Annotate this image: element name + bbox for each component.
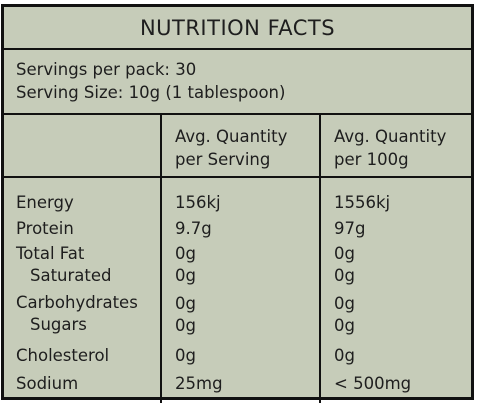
row-label-saturated: Saturated (30, 266, 112, 285)
row-serving-total-fat: 0g (175, 244, 196, 263)
nutrition-title: NUTRITION FACTS (139, 16, 336, 40)
row-label-carbohydrates: Carbohydrates (16, 293, 138, 312)
header-divider (4, 176, 471, 178)
row-serving-cholesterol: 0g (175, 346, 196, 365)
row-label-sodium: Sodium (16, 374, 79, 393)
row-serving-sodium: 25mg (175, 374, 223, 393)
row-serving-sugars: 0g (175, 316, 196, 335)
row-100g-energy: 1556kj (334, 193, 391, 212)
row-100g-saturated: 0g (334, 266, 355, 285)
row-label-cholesterol: Cholesterol (16, 346, 110, 365)
title-divider (4, 48, 474, 50)
nutrition-facts-panel: NUTRITION FACTS Servings per pack: 30 Se… (1, 4, 474, 403)
header-serving-line2: per Serving (175, 150, 271, 169)
servings-divider (4, 113, 471, 115)
row-serving-carbohydrates: 0g (175, 294, 196, 313)
header-100g-line1: Avg. Quantity (334, 127, 447, 146)
header-serving-line1: Avg. Quantity (175, 127, 288, 146)
row-100g-sugars: 0g (334, 316, 355, 335)
column-divider-2 (319, 115, 321, 403)
row-100g-total-fat: 0g (334, 244, 355, 263)
servings-per-pack: Servings per pack: 30 (16, 60, 197, 79)
row-100g-sodium: < 500mg (334, 374, 412, 393)
row-100g-protein: 97g (334, 219, 366, 238)
row-100g-carbohydrates: 0g (334, 294, 355, 313)
row-label-protein: Protein (16, 219, 74, 238)
row-label-total-fat: Total Fat (16, 244, 85, 263)
row-label-energy: Energy (16, 193, 74, 212)
header-100g-line2: per 100g (334, 150, 409, 169)
row-serving-energy: 156kj (175, 193, 221, 212)
row-serving-saturated: 0g (175, 266, 196, 285)
row-100g-cholesterol: 0g (334, 346, 355, 365)
row-serving-protein: 9.7g (175, 219, 212, 238)
row-label-sugars: Sugars (30, 315, 87, 334)
column-divider-1 (160, 115, 162, 403)
serving-size: Serving Size: 10g (1 tablespoon) (16, 83, 286, 102)
